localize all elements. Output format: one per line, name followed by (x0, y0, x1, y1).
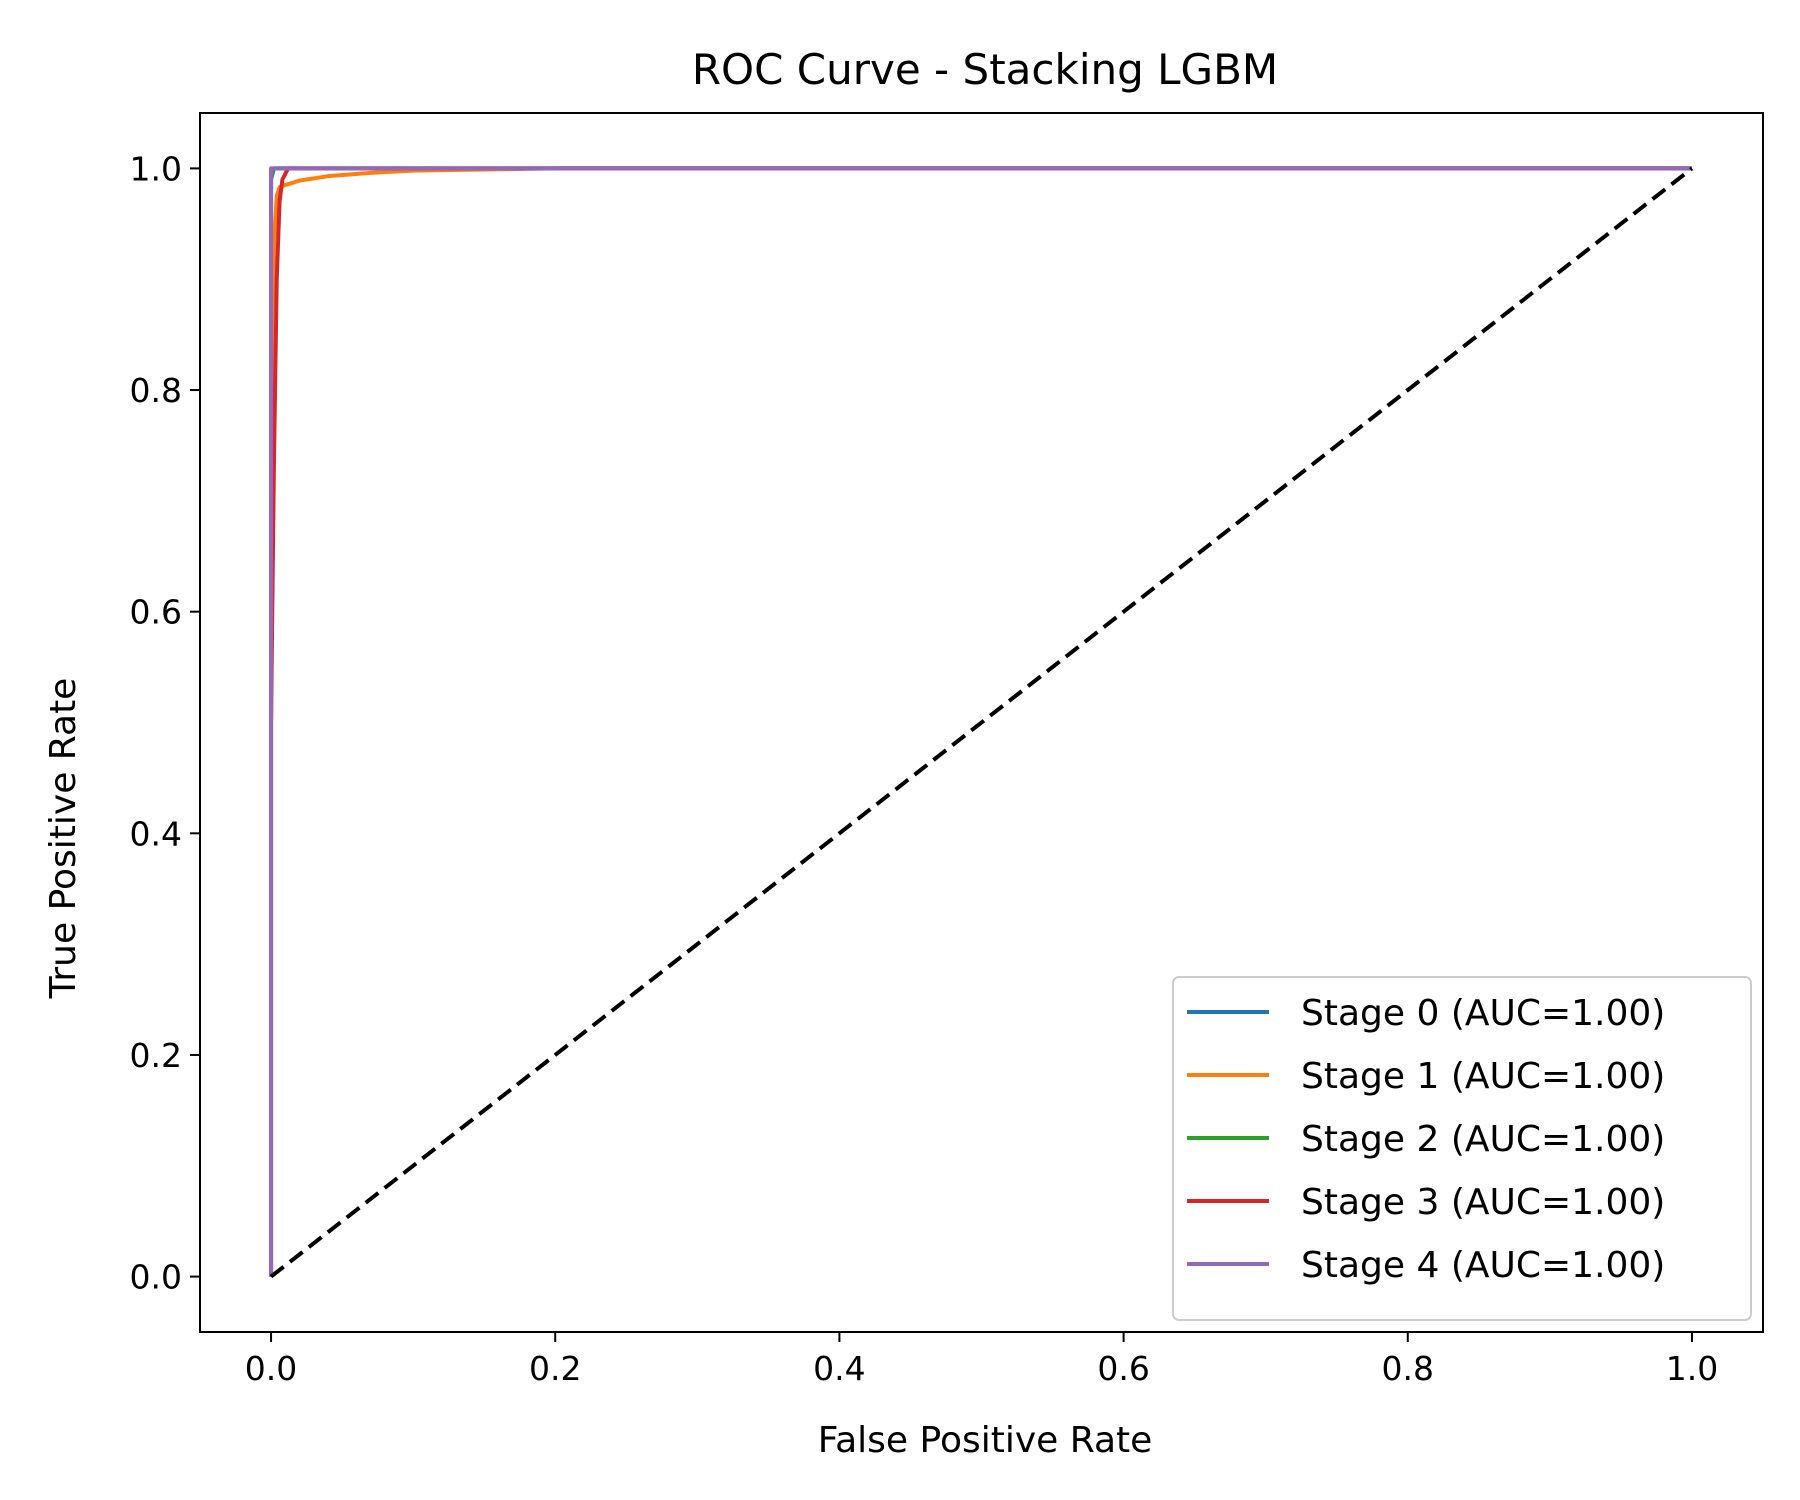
y-tick-label: 1.0 (130, 149, 182, 188)
series-layer (269, 166, 1694, 1279)
axes-frame (199, 112, 1764, 1333)
y-axis-label: True Positive Rate (43, 678, 84, 1000)
reference-diagonal-line (269, 166, 1694, 1279)
y-tick-label: 0.0 (130, 1258, 182, 1297)
legend-label-stage-1: Stage 1 (AUC=1.00) (1301, 1056, 1665, 1097)
x-tick-label: 0.0 (245, 1349, 297, 1388)
x-tick-label: 1.0 (1666, 1349, 1718, 1388)
y-tick-label: 0.2 (130, 1036, 182, 1075)
legend-label-stage-2: Stage 2 (AUC=1.00) (1301, 1119, 1665, 1160)
series-line-stage-4 (269, 166, 1692, 1277)
legend-label-stage-0: Stage 0 (AUC=1.00) (1301, 993, 1665, 1034)
legend: Stage 0 (AUC=1.00) Stage 1 (AUC=1.00) Stag… (1172, 976, 1752, 1321)
x-axis-label: False Positive Rate (818, 1420, 1153, 1461)
chart-title: ROC Curve - Stacking LGBM (692, 45, 1278, 94)
y-axis-ticks: 0.0 0.2 0.4 0.6 0.8 1.0 (130, 149, 200, 1297)
legend-box (1172, 976, 1752, 1321)
y-tick-label: 0.8 (130, 371, 182, 410)
x-tick-label: 0.2 (529, 1349, 581, 1388)
y-tick-label: 0.6 (130, 593, 182, 632)
legend-label-stage-4: Stage 4 (AUC=1.00) (1301, 1245, 1665, 1286)
x-axis-ticks: 0.0 0.2 0.4 0.6 0.8 1.0 (245, 1332, 1718, 1388)
y-tick-label: 0.4 (130, 814, 182, 853)
x-tick-label: 0.4 (813, 1349, 865, 1388)
legend-label-stage-3: Stage 3 (AUC=1.00) (1301, 1182, 1665, 1223)
x-tick-label: 0.8 (1382, 1349, 1434, 1388)
x-tick-label: 0.6 (1097, 1349, 1149, 1388)
